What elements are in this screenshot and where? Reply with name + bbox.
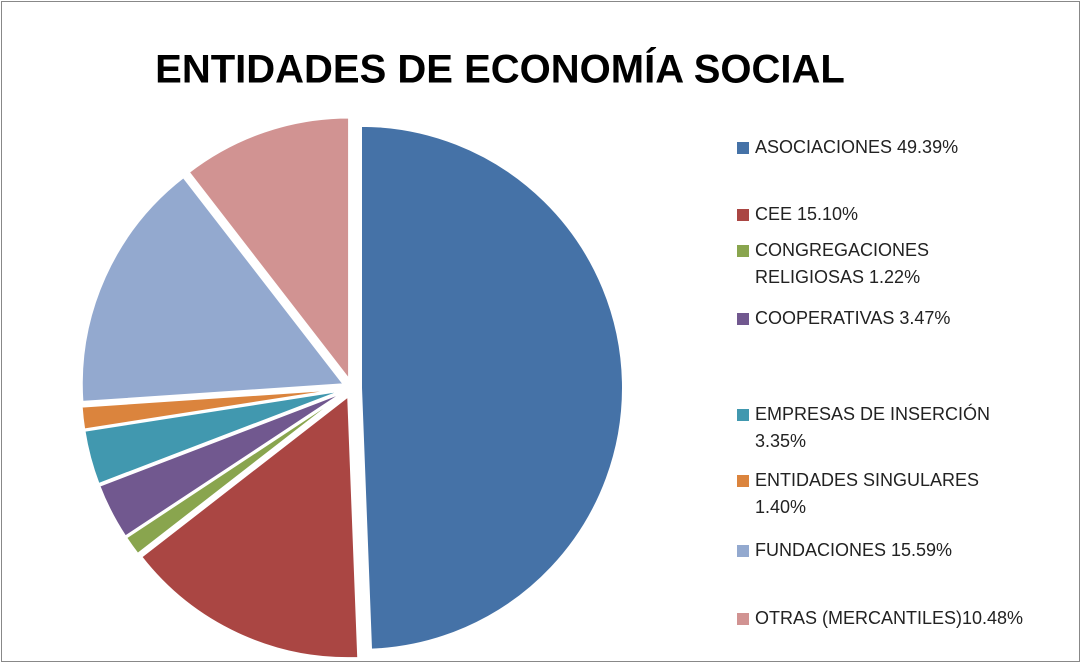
legend-item: OTRAS (MERCANTILES)10.48% <box>737 605 1027 632</box>
pie-slice <box>139 394 360 660</box>
legend-item: COOPERATIVAS 3.47% <box>737 305 1027 332</box>
legend-label: ENTIDADES SINGULARES 1.40% <box>755 470 980 517</box>
legend-label: COOPERATIVAS 3.47% <box>755 308 951 328</box>
legend-label: ASOCIACIONES 49.39% <box>755 137 959 157</box>
legend-item: ENTIDADES SINGULARES 1.40% <box>737 467 1027 521</box>
pie-slice <box>187 116 351 383</box>
legend-label: OTRAS (MERCANTILES)10.48% <box>755 608 1024 628</box>
legend-label: FUNDACIONES 15.59% <box>755 540 953 560</box>
chart-title: ENTIDADES DE ECONOMÍA SOCIAL <box>155 47 845 92</box>
pie-slice <box>98 391 345 538</box>
legend-item: FUNDACIONES 15.59% <box>737 537 1027 564</box>
legend-swatch <box>737 142 749 154</box>
legend-label: CONGREGACIONES RELIGIOSAS 1.22% <box>755 240 930 287</box>
legend-swatch <box>737 545 749 557</box>
pie-slice <box>83 389 344 486</box>
legend-swatch <box>737 409 749 421</box>
legend-swatch <box>737 313 749 325</box>
legend-item: CEE 15.10% <box>737 201 1027 228</box>
pie-slice <box>80 388 344 431</box>
legend-swatch <box>737 245 749 257</box>
legend-swatch <box>737 209 749 221</box>
pie-slice <box>359 124 624 651</box>
legend-swatch <box>737 475 749 487</box>
legend-swatch <box>737 613 749 625</box>
pie-slice <box>80 175 346 403</box>
legend-item: ASOCIACIONES 49.39% <box>737 134 1027 161</box>
legend-label: EMPRESAS DE INSERCIÓN 3.35% <box>755 404 991 451</box>
legend-item: EMPRESAS DE INSERCIÓN 3.35% <box>737 401 1027 455</box>
legend-label: CEE 15.10% <box>755 204 859 224</box>
legend-item: CONGREGACIONES RELIGIOSAS 1.22% <box>737 237 1027 291</box>
pie-slice <box>124 392 346 556</box>
